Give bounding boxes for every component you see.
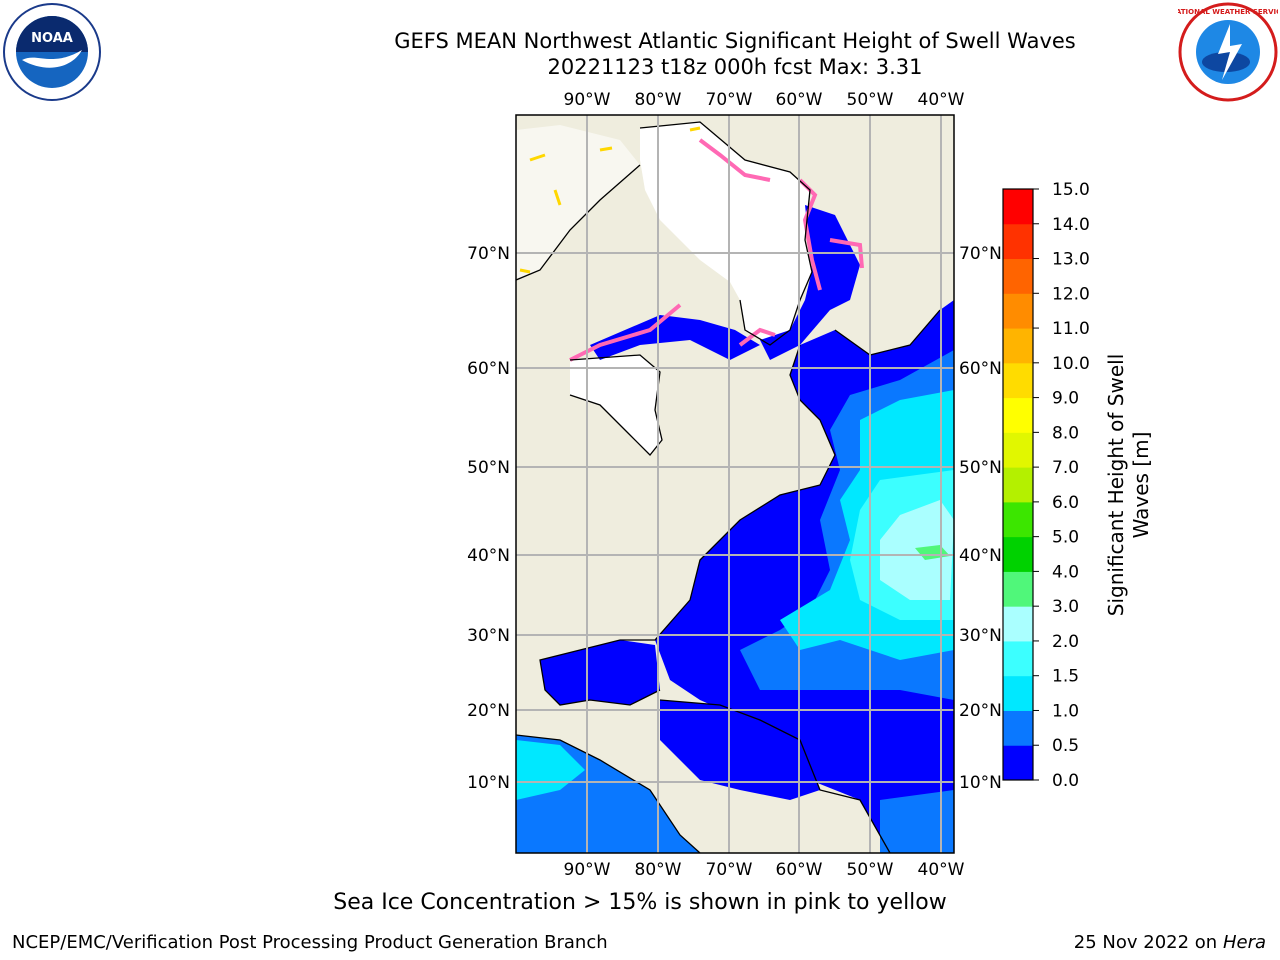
arctic-channels (516, 125, 640, 280)
sea-ice-note: Sea Ice Concentration > 15% is shown in … (333, 890, 947, 915)
colorbar-tick-label: 6.0 (1052, 493, 1079, 513)
lon-label: 60°W (776, 860, 823, 880)
arctic-ocean-area (640, 122, 812, 345)
hudson-strait (590, 315, 760, 360)
colorbar-frame (1002, 188, 1034, 781)
colorbar-tick-label: 7.0 (1052, 458, 1079, 478)
branch-credit: NCEP/EMC/Verification Post Processing Pr… (12, 932, 608, 953)
colorbar-swatch (1003, 189, 1033, 225)
lat-label: 10°N (959, 773, 1002, 793)
colorbar-tick-label: 0.0 (1052, 771, 1079, 791)
colorbar-tick-label: 4.0 (1052, 562, 1079, 582)
colorbar-swatch (1003, 432, 1033, 468)
graticule (516, 115, 954, 853)
lat-label: 70°N (467, 244, 510, 264)
colorbar-swatch (1003, 745, 1033, 781)
lon-label: 50°W (847, 90, 894, 110)
colorbar-tick-label: 0.5 (1052, 736, 1079, 756)
colorbar-swatch (1003, 293, 1033, 329)
lat-labels-left: 70°N 60°N 50°N 40°N 30°N 20°N 10°N (467, 244, 510, 793)
lat-label: 10°N (467, 773, 510, 793)
gulf-of-mexico (540, 640, 660, 705)
lon-labels-bottom: 90°W 80°W 70°W 60°W 50°W 40°W (564, 860, 965, 880)
lat-label: 50°N (467, 458, 510, 478)
nws-logo: NATIONAL WEATHER SERVICE (1178, 2, 1278, 102)
lat-label: 60°N (959, 359, 1002, 379)
baffin-bay (760, 205, 860, 360)
lon-label: 90°W (564, 860, 611, 880)
colorbar-swatch (1003, 258, 1033, 294)
colorbar-tick-label: 5.0 (1052, 528, 1079, 548)
colorbar-swatch (1003, 536, 1033, 572)
lat-label: 30°N (959, 626, 1002, 646)
map-subtitle: 20221123 t18z 000h fcst Max: 3.31 (547, 55, 923, 79)
colorbar-swatch (1003, 710, 1033, 746)
colorbar-tick-label: 2.0 (1052, 632, 1079, 652)
map-frame (515, 114, 955, 854)
colorbar (1003, 189, 1033, 781)
lat-label: 70°N (959, 244, 1002, 264)
lat-labels-right: 70°N 60°N 50°N 40°N 30°N 20°N 10°N (959, 244, 1002, 793)
run-date-text: 25 Nov 2022 on (1073, 932, 1218, 953)
lon-label: 80°W (635, 860, 682, 880)
caribbean-sea (660, 700, 820, 800)
lon-label: 70°W (706, 860, 753, 880)
colorbar-tick-label: 13.0 (1052, 250, 1090, 270)
host-name: Hera (1222, 932, 1266, 953)
colorbar-tick-label: 9.0 (1052, 389, 1079, 409)
lon-label: 80°W (635, 90, 682, 110)
colorbar-swatch (1003, 571, 1033, 607)
colorbar-swatch (1003, 606, 1033, 642)
colorbar-swatch (1003, 640, 1033, 677)
colorbar-tick-label: 1.5 (1052, 667, 1079, 687)
colorbar-label: Significant Height of SwellWaves [m] (1104, 354, 1153, 616)
colorbar-swatch (1003, 675, 1033, 711)
lon-label: 70°W (706, 90, 753, 110)
lon-label: 60°W (776, 90, 823, 110)
lon-label: 40°W (918, 90, 965, 110)
colorbar-tick-label: 3.0 (1052, 597, 1079, 617)
noaa-logo-text: NOAA (31, 31, 73, 46)
map-title: GEFS MEAN Northwest Atlantic Significant… (394, 29, 1076, 53)
lon-label: 90°W (564, 90, 611, 110)
lat-label: 40°N (959, 546, 1002, 566)
lat-label: 20°N (467, 701, 510, 721)
lat-label: 50°N (959, 458, 1002, 478)
lon-label: 40°W (918, 860, 965, 880)
tropical-atlantic-swell (880, 790, 954, 853)
coastline (516, 121, 941, 853)
lon-labels-top: 90°W 80°W 70°W 60°W 50°W 40°W (564, 90, 965, 110)
nws-logo-text: NATIONAL WEATHER SERVICE (1178, 8, 1278, 16)
colorbar-swatch (1003, 328, 1033, 364)
noaa-logo: NOAA (3, 3, 101, 101)
lat-label: 40°N (467, 546, 510, 566)
lon-label: 50°W (847, 860, 894, 880)
colorbar-swatch (1003, 501, 1033, 538)
colorbar-tick-label: 10.0 (1052, 354, 1090, 374)
colorbar-swatch (1003, 397, 1033, 433)
colorbar-swatch (1003, 223, 1033, 260)
lat-label: 30°N (467, 626, 510, 646)
map-panel (516, 115, 954, 853)
colorbar-tick-label: 11.0 (1052, 319, 1090, 339)
sea-ice-fringe (569, 138, 864, 362)
hudson-bay (570, 355, 662, 455)
run-date: 25 Nov 2022 on Hera (1074, 932, 1266, 953)
colorbar-tick-label: 12.0 (1052, 284, 1090, 304)
colorbar-swatch (1003, 362, 1033, 399)
colorbar-tick-label: 15.0 (1052, 180, 1090, 200)
sea-ice-yellow-patches (519, 126, 701, 274)
lat-label: 20°N (959, 701, 1002, 721)
colorbar-tick-label: 8.0 (1052, 423, 1079, 443)
colorbar-tick-label: 1.0 (1052, 701, 1079, 721)
colorbar-tick-label: 14.0 (1052, 215, 1090, 235)
colorbar-ticks: 0.0 0.5 1.0 1.5 2.0 3.0 4.0 5.0 6.0 7.0 8.0 9.0 10.0… (1033, 180, 1090, 791)
colorbar-swatch (1003, 467, 1033, 503)
eastern-pacific-swell-high (516, 740, 585, 800)
lat-label: 60°N (467, 359, 510, 379)
